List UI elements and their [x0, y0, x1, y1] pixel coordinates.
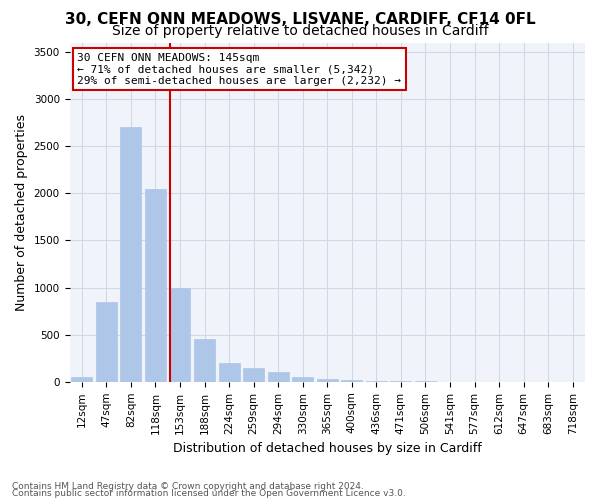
Text: 30, CEFN ONN MEADOWS, LISVANE, CARDIFF, CF14 0FL: 30, CEFN ONN MEADOWS, LISVANE, CARDIFF, …: [65, 12, 535, 28]
Text: Size of property relative to detached houses in Cardiff: Size of property relative to detached ho…: [112, 24, 488, 38]
Bar: [121, 128, 142, 382]
Bar: [366, 380, 387, 382]
Bar: [243, 368, 264, 382]
Bar: [292, 376, 313, 382]
Y-axis label: Number of detached properties: Number of detached properties: [15, 114, 28, 310]
Bar: [341, 380, 362, 382]
Bar: [218, 363, 239, 382]
Bar: [194, 340, 215, 382]
Text: 30 CEFN ONN MEADOWS: 145sqm
← 71% of detached houses are smaller (5,342)
29% of : 30 CEFN ONN MEADOWS: 145sqm ← 71% of det…: [77, 52, 401, 86]
Bar: [268, 372, 289, 382]
X-axis label: Distribution of detached houses by size in Cardiff: Distribution of detached houses by size …: [173, 442, 482, 455]
Bar: [96, 302, 117, 382]
Text: Contains public sector information licensed under the Open Government Licence v3: Contains public sector information licen…: [12, 489, 406, 498]
Bar: [170, 288, 190, 382]
Bar: [71, 377, 92, 382]
Text: Contains HM Land Registry data © Crown copyright and database right 2024.: Contains HM Land Registry data © Crown c…: [12, 482, 364, 491]
Bar: [317, 379, 338, 382]
Bar: [145, 188, 166, 382]
